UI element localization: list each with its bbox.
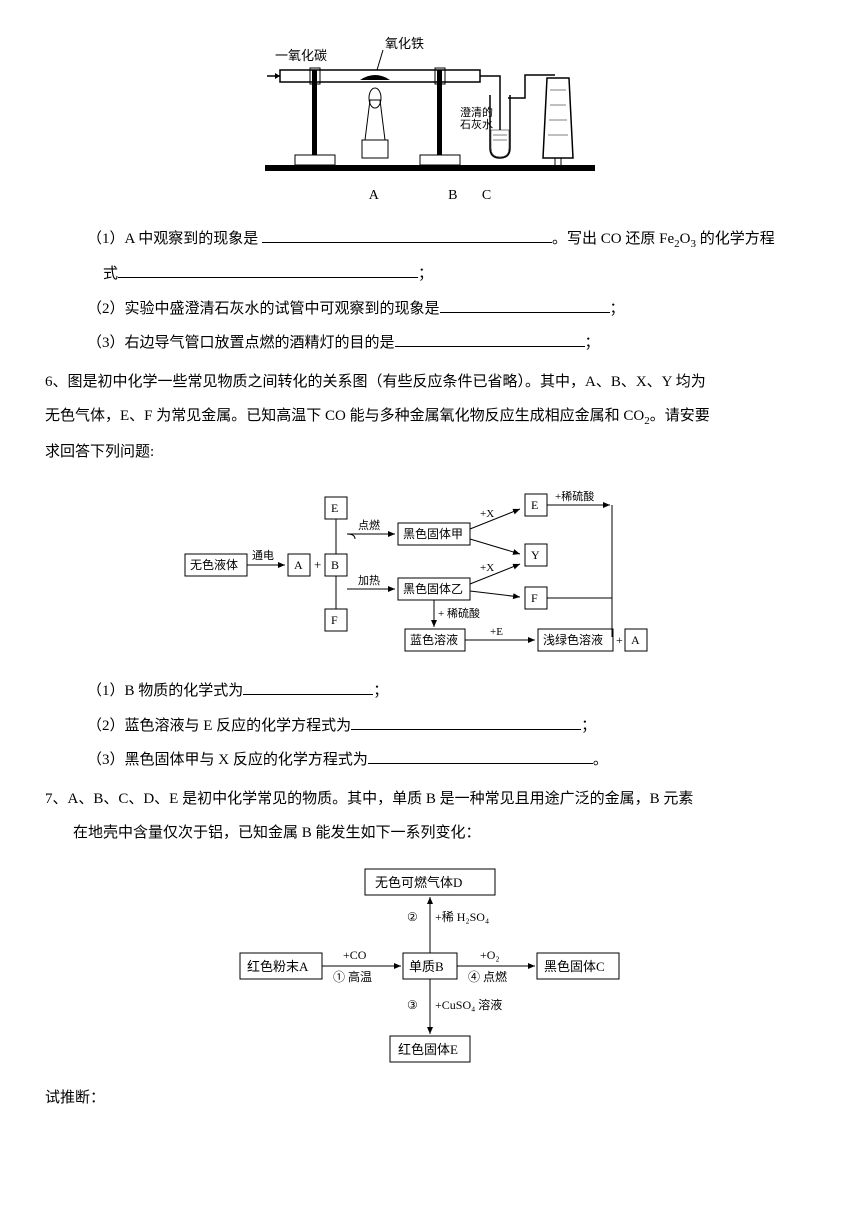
svg-text:A: A: [294, 558, 303, 572]
svg-text:+ 稀硫酸: + 稀硫酸: [438, 606, 480, 620]
diagram-co-reduction: 一氧化碳 氧化铁 澄清的 石灰水 A B C: [45, 30, 815, 212]
diagram-q6: 无色液体 通电 A + B E F 点燃 黑色固体甲 加热 黑色固体乙 +X E…: [45, 479, 815, 664]
q5-1a: （1）A 中观察到的现象是: [87, 231, 262, 247]
svg-text:蓝色溶液: 蓝色溶液: [410, 632, 458, 647]
svg-text:黑色固体C: 黑色固体C: [544, 959, 605, 974]
svg-text:③: ③: [407, 998, 418, 1012]
q6-blank2: [351, 713, 581, 730]
svg-text:+O₂: +O₂: [480, 948, 500, 962]
q6-1: （1）B 物质的化学式为 ；: [45, 674, 815, 709]
q6-intro3: 求回答下列问题:: [45, 435, 815, 470]
svg-text:+: +: [616, 633, 623, 647]
svg-text:E: E: [531, 498, 538, 512]
svg-text:通电: 通电: [252, 549, 274, 562]
q6-intro2-wrap: 无色气体，E、F 为常见金属。已知高温下 CO 能与多种金属氧化物反应生成相应金…: [45, 399, 815, 434]
q6-intro2b: 。请安要: [650, 408, 710, 424]
label-lime-1: 澄清的: [460, 105, 493, 119]
q5-blank4: [395, 331, 585, 348]
q5-4b: ；: [585, 335, 600, 351]
apparatus-svg: 一氧化碳 氧化铁 澄清的 石灰水: [265, 30, 595, 180]
q6-3a: （3）黑色固体甲与 X 反应的化学方程式为: [87, 752, 368, 768]
svg-text:+稀硫酸: +稀硫酸: [555, 489, 594, 503]
svg-text:E: E: [331, 501, 338, 515]
svg-text:点燃: 点燃: [358, 518, 380, 532]
q5-1c: O: [680, 231, 691, 247]
svg-text:加热: 加热: [358, 574, 380, 587]
svg-text:黑色固体甲: 黑色固体甲: [403, 527, 463, 541]
q6-blank3: [368, 748, 593, 765]
q5-3b: ；: [610, 301, 625, 317]
svg-text:无色液体: 无色液体: [190, 557, 238, 572]
q6-3: （3）黑色固体甲与 X 反应的化学方程式为 。: [45, 743, 815, 778]
q6-intro2: 无色气体，E、F 为常见金属。已知高温下 CO 能与多种金属氧化物反应生成相应金…: [45, 408, 644, 424]
svg-text:F: F: [331, 613, 338, 627]
svg-text:+CuSO₄ 溶液: +CuSO₄ 溶液: [435, 997, 502, 1012]
svg-text:① 高温: ① 高温: [333, 969, 372, 984]
svg-text:无色可燃气体D: 无色可燃气体D: [375, 875, 462, 890]
q6-2a: （2）蓝色溶液与 E 反应的化学方程式为: [87, 718, 351, 734]
q5-blank2: [118, 262, 418, 279]
diagram-q7: 无色可燃气体D 单质B 红色粉末A 黑色固体C 红色固体E +CO ① 高温 ②…: [45, 861, 815, 1071]
svg-text:红色固体E: 红色固体E: [398, 1042, 458, 1057]
svg-text:+X: +X: [480, 562, 494, 574]
svg-text:F: F: [531, 591, 538, 605]
svg-text:②: ②: [407, 910, 418, 924]
svg-text:红色粉末A: 红色粉末A: [247, 959, 309, 974]
q6-intro1: 6、图是初中化学一些常见物质之间转化的关系图（有些反应条件已省略）。其中，A、B…: [45, 365, 815, 400]
q6-1a: （1）B 物质的化学式为: [87, 683, 243, 699]
q6-blank1: [243, 679, 373, 696]
q6-flowchart-svg: 无色液体 通电 A + B E F 点燃 黑色固体甲 加热 黑色固体乙 +X E…: [180, 479, 680, 664]
q5-3: （2）实验中盛澄清石灰水的试管中可观察到的现象是 ；: [45, 292, 815, 327]
q5-4: （3）右边导气管口放置点燃的酒精灯的目的是 ；: [45, 326, 815, 361]
svg-text:④ 点燃: ④ 点燃: [468, 969, 507, 984]
label-co: 一氧化碳: [275, 48, 327, 63]
q5-2: 式；: [45, 257, 815, 292]
q6-2b: ；: [581, 718, 596, 734]
svg-text:黑色固体乙: 黑色固体乙: [403, 582, 463, 596]
q6-2: （2）蓝色溶液与 E 反应的化学方程式为 ；: [45, 709, 815, 744]
q6-3b: 。: [593, 752, 608, 768]
svg-text:+CO: +CO: [343, 948, 367, 962]
svg-text:B: B: [331, 558, 339, 572]
label-lime-2: 石灰水: [460, 117, 493, 131]
svg-text:+E: +E: [490, 626, 503, 638]
q5-1d: 的化学方程: [696, 231, 775, 247]
svg-text:单质B: 单质B: [409, 959, 444, 974]
svg-text:+: +: [314, 557, 321, 572]
q6-1b: ；: [373, 683, 388, 699]
q5-blank1: [262, 227, 552, 244]
q5-2a: 式: [103, 266, 118, 282]
svg-text:+X: +X: [480, 508, 494, 520]
q5-2b: ；: [418, 266, 433, 282]
q5-3a: （2）实验中盛澄清石灰水的试管中可观察到的现象是: [87, 301, 440, 317]
q7-intro2: 在地壳中含量仅次于铝，已知金属 B 能发生如下一系列变化：: [45, 816, 815, 851]
q7-intro1: 7、A、B、C、D、E 是初中化学常见的物质。其中，单质 B 是一种常见且用途广…: [45, 782, 815, 817]
q5-1b: 。写出 CO 还原 Fe: [552, 231, 674, 247]
q7-flowchart-svg: 无色可燃气体D 单质B 红色粉末A 黑色固体C 红色固体E +CO ① 高温 ②…: [225, 861, 635, 1071]
q7-closing: 试推断：: [45, 1081, 815, 1116]
q5-4a: （3）右边导气管口放置点燃的酒精灯的目的是: [87, 335, 395, 351]
q5-1: （1）A 中观察到的现象是 。写出 CO 还原 Fe2O3 的化学方程: [45, 222, 815, 257]
svg-text:+稀 H₂SO₄: +稀 H₂SO₄: [435, 910, 489, 924]
q5-blank3: [440, 296, 610, 313]
svg-text:A: A: [631, 633, 640, 647]
svg-text:浅绿色溶液: 浅绿色溶液: [543, 632, 603, 647]
label-fe2o3: 氧化铁: [385, 36, 424, 51]
diagram1-letters: A B C: [45, 180, 815, 212]
svg-text:Y: Y: [531, 548, 540, 562]
